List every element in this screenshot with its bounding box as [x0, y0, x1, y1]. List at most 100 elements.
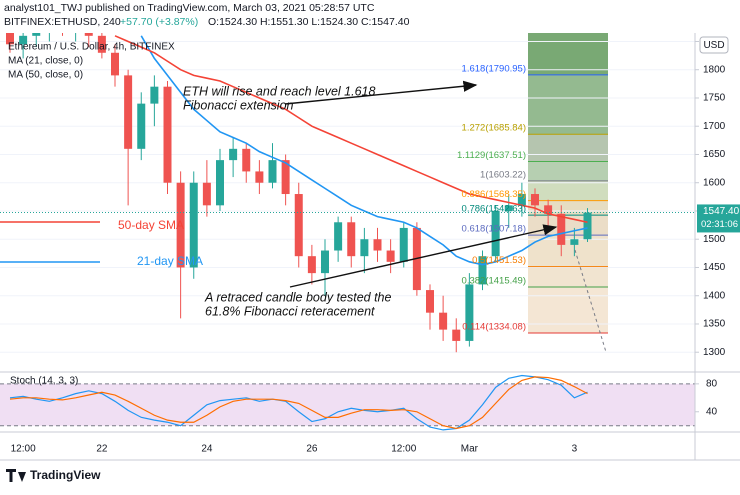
x-tick-label: 24: [201, 444, 213, 455]
x-tick-label: 3: [572, 444, 578, 455]
candle-body: [399, 227, 408, 262]
currency-box: [699, 36, 729, 54]
candle-body: [163, 86, 172, 183]
candle-body: [242, 148, 251, 172]
candle-body: [19, 35, 28, 45]
y-tick-label: 1350: [703, 319, 726, 330]
fib-label: 0.886(1568.35): [462, 189, 526, 200]
candle-body: [97, 35, 106, 53]
fib-label: 0.5(1451.53): [472, 255, 526, 266]
x-tick-label: 12:00: [11, 444, 36, 455]
candle-body: [32, 33, 41, 36]
y-tick-label: 1750: [703, 93, 726, 104]
ma-line: [140, 35, 588, 266]
annotation: ETH will rise and reach level 1.618: [183, 84, 375, 98]
candle-body: [176, 182, 185, 268]
fib-band: [528, 200, 608, 216]
stoch-band: [0, 383, 695, 426]
stoch-title: Stoch (14, 3, 3): [10, 376, 78, 387]
candle-body: [386, 250, 395, 262]
change: +57.70 (+3.87%): [120, 16, 198, 28]
candle-body: [216, 160, 224, 206]
annotation: 50-day SMA: [118, 218, 184, 232]
candle-body: [334, 222, 343, 251]
y-tick-label: 1650: [703, 149, 726, 160]
fib-label: 0.618(1507.18): [462, 224, 526, 235]
fib-band: [528, 134, 608, 162]
fib-label: 1.618(1790.95): [462, 63, 526, 74]
stoch-line: [9, 376, 588, 430]
y-tick-label: 1700: [703, 121, 726, 132]
candle-body: [255, 171, 264, 183]
candle-body: [439, 312, 448, 330]
x-tick-label: 12:00: [391, 444, 416, 455]
y-tick-label: 1800: [703, 64, 726, 75]
candle-body: [360, 239, 369, 257]
fib-band: [528, 266, 608, 287]
y-tick-label: 1300: [703, 347, 726, 358]
annotation: 61.8% Fibonacci reteracement: [205, 304, 375, 318]
fib-label: 1.272(1685.84): [462, 123, 526, 134]
fib-band: [528, 74, 608, 135]
candle-body: [111, 52, 119, 76]
y-tick-label: 40: [706, 406, 718, 417]
stoch-line: [9, 374, 588, 431]
fib-label: 0.786(1542.63): [462, 204, 526, 215]
last-price-box: [697, 204, 740, 233]
logo[interactable]: TradingView: [6, 468, 101, 482]
legend-title: Ethereum / U.S. Dollar, 4h, BITFINEX: [8, 42, 175, 53]
x-tick-label: 22: [96, 444, 108, 455]
candle-body: [347, 222, 356, 257]
candle-body: [570, 239, 579, 245]
candle-body: [189, 182, 198, 268]
candle-body: [504, 205, 513, 211]
annotation: 21-day SMA: [137, 254, 203, 268]
annotation: Fibonacci extension: [183, 98, 294, 112]
candle-body: [531, 194, 539, 206]
fib-label: 1.1129(1637.51): [457, 150, 526, 161]
y-tick-label: 1600: [703, 177, 726, 188]
candle-body: [229, 148, 238, 161]
arrow: [289, 224, 558, 288]
candle-body: [465, 284, 474, 341]
countdown: 02:31:06: [701, 219, 738, 230]
legend-entry: MA (21, close, 0): [8, 56, 83, 67]
fib-label: 0.114(1334.08): [462, 321, 526, 332]
fib-band: [528, 33, 608, 75]
last-price-label: 1547.40: [703, 206, 740, 217]
candle-body: [478, 256, 487, 285]
ma-line: [114, 35, 588, 224]
candle-body: [544, 205, 553, 214]
candle-body: [281, 160, 290, 195]
x-tick-label: Mar: [461, 444, 479, 455]
fib-band: [528, 161, 608, 181]
fib-band: [528, 235, 608, 267]
fib-label: 0.382(1415.49): [462, 275, 526, 286]
y-tick-label: 1500: [703, 234, 726, 245]
candle-body: [373, 239, 382, 251]
candle-body: [124, 75, 133, 149]
legend-entry: MA (50, close, 0): [8, 70, 83, 81]
candle-body: [268, 160, 277, 183]
symbol: BITFINEX:ETHUSD, 240: [4, 16, 121, 28]
x-tick-label: 26: [306, 444, 318, 455]
y-tick-label: 1400: [703, 290, 726, 301]
candle-body: [557, 213, 566, 245]
candle-body: [491, 210, 500, 257]
candle-body: [137, 103, 146, 149]
footer-brand: TradingView: [30, 468, 101, 482]
fib-band: [528, 180, 608, 201]
candle-body: [452, 329, 461, 341]
ohlc: O:1524.30 H:1551.30 L:1524.30 C:1547.40: [208, 16, 410, 28]
candle-body: [202, 182, 211, 206]
candle-body: [321, 250, 329, 274]
candle-body: [517, 194, 526, 206]
candle-body: [294, 194, 303, 257]
fib-label: 1(1603.22): [480, 169, 526, 180]
candle-body: [426, 290, 434, 313]
y-tick-label: 1450: [703, 262, 726, 273]
annotation: A retraced candle body tested the: [204, 290, 392, 304]
